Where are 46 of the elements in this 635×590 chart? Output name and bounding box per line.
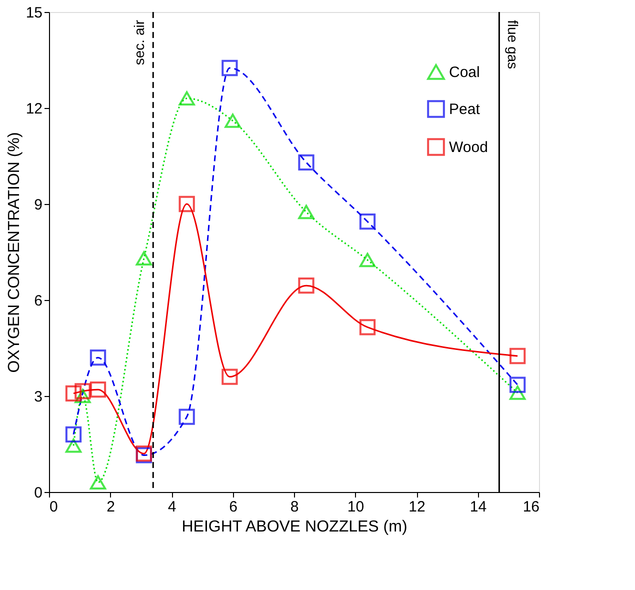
point (74, 383, 91, 400)
x-tick-label: 10 (347, 498, 364, 516)
point (136, 251, 152, 266)
point (359, 319, 376, 336)
legend-label: Peat (449, 101, 481, 118)
point (509, 376, 526, 393)
point (178, 408, 195, 425)
point (65, 385, 82, 402)
point (298, 204, 314, 220)
point (90, 382, 106, 398)
x-tick-label: 6 (229, 498, 238, 516)
x-tick-label: 14 (470, 498, 487, 516)
y-tick-label: 15 (26, 4, 42, 22)
x-tick-label: 16 (522, 498, 540, 516)
x-tick-label: 8 (290, 498, 299, 516)
x-tick-label: 0 (50, 498, 58, 516)
y-tick-label: 0 (34, 484, 42, 502)
point (222, 60, 238, 76)
point (90, 350, 106, 366)
y-tick-label: 9 (34, 196, 42, 214)
ref-line-label: sec. air (131, 20, 148, 66)
point (178, 196, 195, 212)
x-tick-label: 4 (168, 498, 176, 516)
y-tick-label: 12 (26, 100, 42, 118)
point (224, 114, 241, 128)
point (359, 214, 376, 230)
y-tick-label: 3 (34, 388, 42, 406)
point (359, 252, 376, 268)
point (90, 475, 106, 490)
point (222, 368, 238, 385)
legend-label: Wood (449, 139, 488, 156)
point (65, 438, 82, 453)
legend-label: Coal (449, 64, 480, 81)
x-tick-label: 12 (408, 498, 426, 516)
y-tick-label: 6 (34, 292, 42, 310)
point (74, 388, 91, 404)
x-tick-label: 2 (106, 498, 115, 516)
point (178, 91, 195, 106)
y-axis-title: OXYGEN CONCENTRATION (%) (6, 132, 23, 373)
point (298, 154, 314, 170)
x-axis-title: HEIGHT ABOVE NOZZLES (m) (182, 518, 408, 536)
point (65, 426, 82, 442)
ref-line-label: flue gas (505, 20, 522, 70)
point (298, 278, 314, 294)
point (509, 386, 526, 400)
point (509, 348, 526, 364)
